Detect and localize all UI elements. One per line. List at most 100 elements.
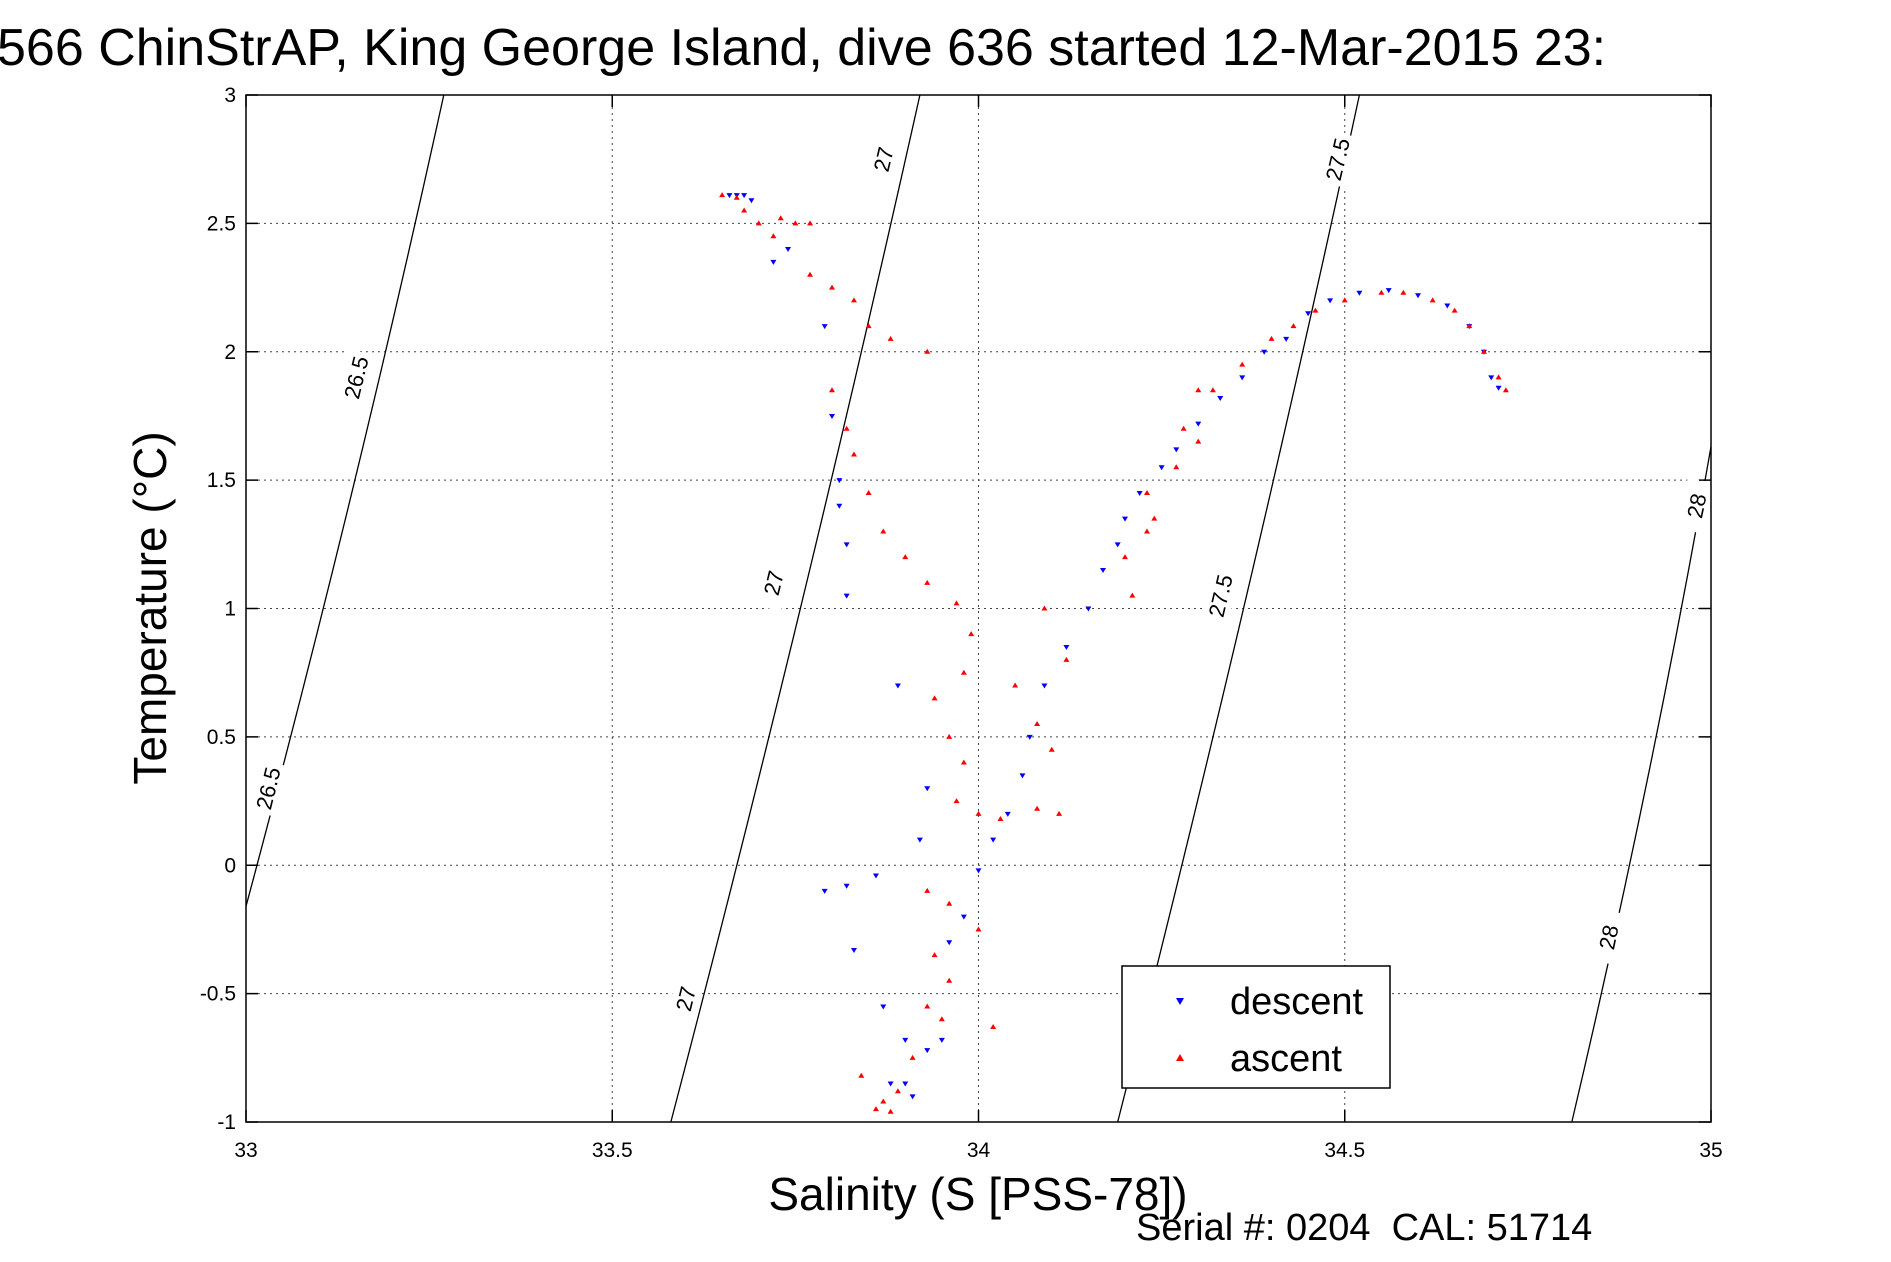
descent-point xyxy=(1026,734,1033,740)
legend-label-descent: descent xyxy=(1230,981,1364,1023)
ascent-point xyxy=(946,900,953,906)
ascent-point xyxy=(946,977,953,983)
descent-point xyxy=(1063,645,1070,651)
y-tick-label: 1 xyxy=(224,598,236,621)
ascent-point xyxy=(887,335,894,341)
ascent-point xyxy=(1341,297,1348,303)
ascent-point xyxy=(1195,387,1202,393)
grid-layer xyxy=(246,95,1711,1122)
series-ascent xyxy=(719,192,1509,1114)
descent-point xyxy=(1261,349,1268,355)
descent-point xyxy=(894,683,901,689)
descent-point xyxy=(938,1037,945,1043)
descent-point xyxy=(821,888,828,894)
contour-label-gap xyxy=(248,759,288,817)
ascent-point xyxy=(733,194,740,200)
descent-point xyxy=(1085,606,1092,612)
descent-point xyxy=(924,786,931,792)
descent-point xyxy=(909,1094,916,1100)
descent-point xyxy=(1356,290,1363,296)
contour-label: 28 xyxy=(1682,491,1711,520)
ascent-point xyxy=(975,810,982,816)
descent-point xyxy=(843,593,850,599)
ascent-point xyxy=(931,952,938,958)
contour-label-gap xyxy=(1677,477,1716,535)
ascent-point xyxy=(829,387,835,393)
tick-marks xyxy=(245,94,1712,1123)
ascent-point xyxy=(829,284,835,290)
descent-point xyxy=(1488,375,1495,381)
descent-point xyxy=(946,940,953,946)
x-tick-labels: 33 33.5 34 34.5 35 xyxy=(234,1139,1722,1162)
contour-label-gap xyxy=(665,970,706,1028)
series-descent xyxy=(726,193,1502,1100)
ascent-point xyxy=(938,1016,945,1022)
ascent-point xyxy=(990,1024,997,1030)
y-tick-label: 2.5 xyxy=(207,212,236,235)
legend: descent ascent xyxy=(1121,965,1391,1089)
contour-label-gap xyxy=(1317,130,1358,188)
legend-marker-descent xyxy=(1176,998,1184,1005)
ascent-point xyxy=(850,451,857,457)
ascent-point xyxy=(865,489,872,495)
x-tick-label: 34 xyxy=(967,1139,991,1162)
ascent-point xyxy=(953,798,960,804)
descent-point xyxy=(1158,465,1165,471)
serial-cal-footer: Serial #: 0204 CAL: 51714 xyxy=(1136,1207,1592,1249)
ascent-point xyxy=(997,816,1004,822)
descent-point xyxy=(1495,385,1502,391)
descent-point xyxy=(1385,288,1392,294)
ascent-point xyxy=(1312,307,1319,313)
ascent-point xyxy=(719,192,726,198)
ascent-point xyxy=(887,1108,894,1114)
ascent-point xyxy=(1480,348,1487,354)
y-tick-label: -0.5 xyxy=(200,983,236,1006)
descent-point xyxy=(836,478,843,484)
descent-point xyxy=(960,914,967,920)
descent-point xyxy=(1195,421,1202,427)
ascent-point xyxy=(924,887,931,893)
legend-box xyxy=(1121,965,1391,1089)
ascent-point xyxy=(1122,554,1128,560)
y-tick-label: 3 xyxy=(224,84,236,107)
descent-point xyxy=(741,193,748,199)
legend-label-ascent: ascent xyxy=(1230,1038,1342,1080)
descent-point xyxy=(1239,375,1246,381)
descent-point xyxy=(770,259,777,265)
descent-point xyxy=(1004,811,1011,817)
y-tick-labels: -1 -0.5 0 0.5 1 1.5 2 2.5 3 xyxy=(200,84,236,1134)
ascent-point xyxy=(777,215,784,221)
y-tick-label: 1.5 xyxy=(207,469,236,492)
ascent-point xyxy=(909,1054,916,1060)
y-tick-label: 2 xyxy=(224,341,236,364)
ascent-point xyxy=(1143,528,1150,534)
descent-point xyxy=(748,198,755,204)
descent-point xyxy=(1173,447,1180,453)
ascent-point xyxy=(807,271,814,277)
descent-point xyxy=(975,868,982,874)
ascent-point xyxy=(1378,289,1385,295)
contour-label-gap xyxy=(1200,567,1240,625)
ascent-point xyxy=(1048,746,1055,752)
ascent-point xyxy=(1012,682,1019,688)
ascent-point xyxy=(946,733,953,739)
descent-point xyxy=(902,1037,909,1043)
ascent-point xyxy=(902,554,909,560)
y-tick-label: 0 xyxy=(224,854,236,877)
ascent-point xyxy=(865,323,872,329)
y-axis-label: Temperature (°C) xyxy=(124,431,176,784)
ascent-point xyxy=(807,220,814,226)
ascent-point xyxy=(741,207,748,213)
ascent-point xyxy=(960,759,967,765)
descent-point xyxy=(1327,298,1334,304)
ascent-point xyxy=(1056,810,1063,816)
descent-point xyxy=(1114,542,1121,548)
ascent-point xyxy=(843,425,850,431)
descent-point xyxy=(843,883,850,889)
density-contour-line xyxy=(670,94,921,1123)
contour-label-gap xyxy=(753,554,794,612)
ascent-point xyxy=(1129,592,1136,598)
ascent-point xyxy=(894,1088,901,1094)
descent-point xyxy=(1136,490,1143,496)
ascent-point xyxy=(1034,805,1041,811)
